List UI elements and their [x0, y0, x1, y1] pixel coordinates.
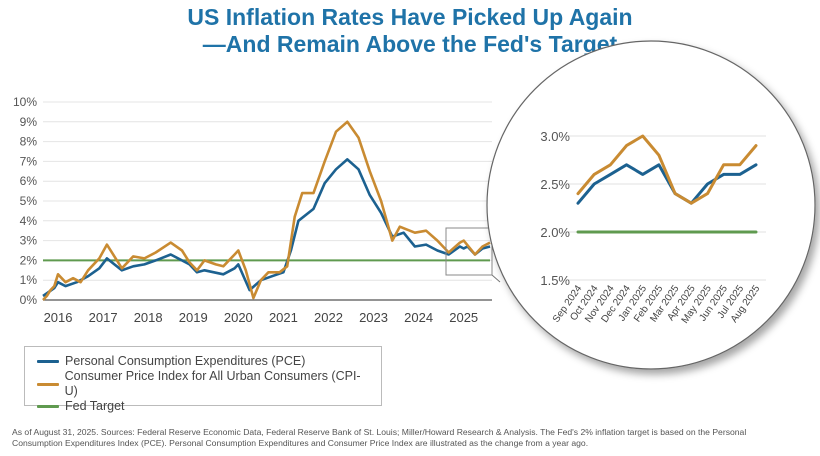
x-tick-label: 2021 — [269, 310, 298, 325]
legend: Personal Consumption Expenditures (PCE) … — [24, 346, 382, 413]
inset-y-tick-label: 3.0% — [540, 129, 570, 144]
x-tick-label: 2025 — [449, 310, 478, 325]
y-tick-label: 2% — [20, 253, 38, 267]
legend-swatch-fed — [37, 405, 59, 408]
legend-label: Personal Consumption Expenditures (PCE) — [65, 354, 306, 368]
inset-y-tick-label: 1.5% — [540, 273, 570, 288]
connector-line — [491, 274, 501, 283]
y-tick-label: 4% — [20, 214, 38, 228]
x-tick-label: 2024 — [404, 310, 433, 325]
x-tick-label: 2023 — [359, 310, 388, 325]
inset-cpi-line — [576, 134, 758, 205]
x-tick-label: 2016 — [44, 310, 73, 325]
x-tick-label: 2018 — [134, 310, 163, 325]
footnote-line-2: Consumption Expenditures Index (PCE). Pe… — [12, 438, 589, 448]
inset-y-tick-label: 2.5% — [540, 177, 570, 192]
magnifier-circle — [486, 40, 816, 370]
y-tick-label: 0% — [20, 293, 38, 307]
title-line-1: US Inflation Rates Have Picked Up Again — [187, 4, 633, 30]
title-line-2: —And Remain Above the Fed's Target — [202, 31, 618, 57]
inset-pce-line — [576, 163, 758, 205]
zoom-box — [445, 227, 493, 276]
inset-y-tick-label: 2.0% — [540, 225, 570, 240]
legend-swatch-pce — [37, 360, 59, 363]
y-tick-label: 7% — [20, 154, 38, 168]
pce-line — [42, 158, 491, 298]
legend-label: Consumer Price Index for All Urban Consu… — [64, 369, 361, 398]
y-tick-label: 8% — [20, 135, 38, 149]
legend-item-cpi: Consumer Price Index for All Urban Consu… — [37, 369, 369, 399]
y-tick-label: 3% — [20, 234, 38, 248]
legend-swatch-cpi — [37, 382, 59, 386]
y-tick-label: 6% — [20, 174, 38, 188]
legend-label: Fed Target — [65, 399, 125, 413]
chart-title: US Inflation Rates Have Picked Up Again … — [0, 4, 820, 58]
legend-item-pce: Personal Consumption Expenditures (PCE) — [37, 354, 369, 369]
legend-item-fed: Fed Target — [37, 399, 369, 414]
footnote-line-1: As of August 31, 2025. Sources: Federal … — [12, 427, 747, 437]
x-tick-label: 2022 — [314, 310, 343, 325]
x-tick-label: 2017 — [89, 310, 118, 325]
y-tick-label: 5% — [20, 194, 38, 208]
y-tick-label: 10% — [13, 95, 37, 109]
x-tick-label: 2020 — [224, 310, 253, 325]
y-tick-label: 9% — [20, 115, 38, 129]
cpi-line — [42, 120, 491, 301]
y-tick-label: 1% — [20, 273, 38, 287]
x-tick-label: 2019 — [179, 310, 208, 325]
footnote: As of August 31, 2025. Sources: Federal … — [12, 427, 812, 449]
